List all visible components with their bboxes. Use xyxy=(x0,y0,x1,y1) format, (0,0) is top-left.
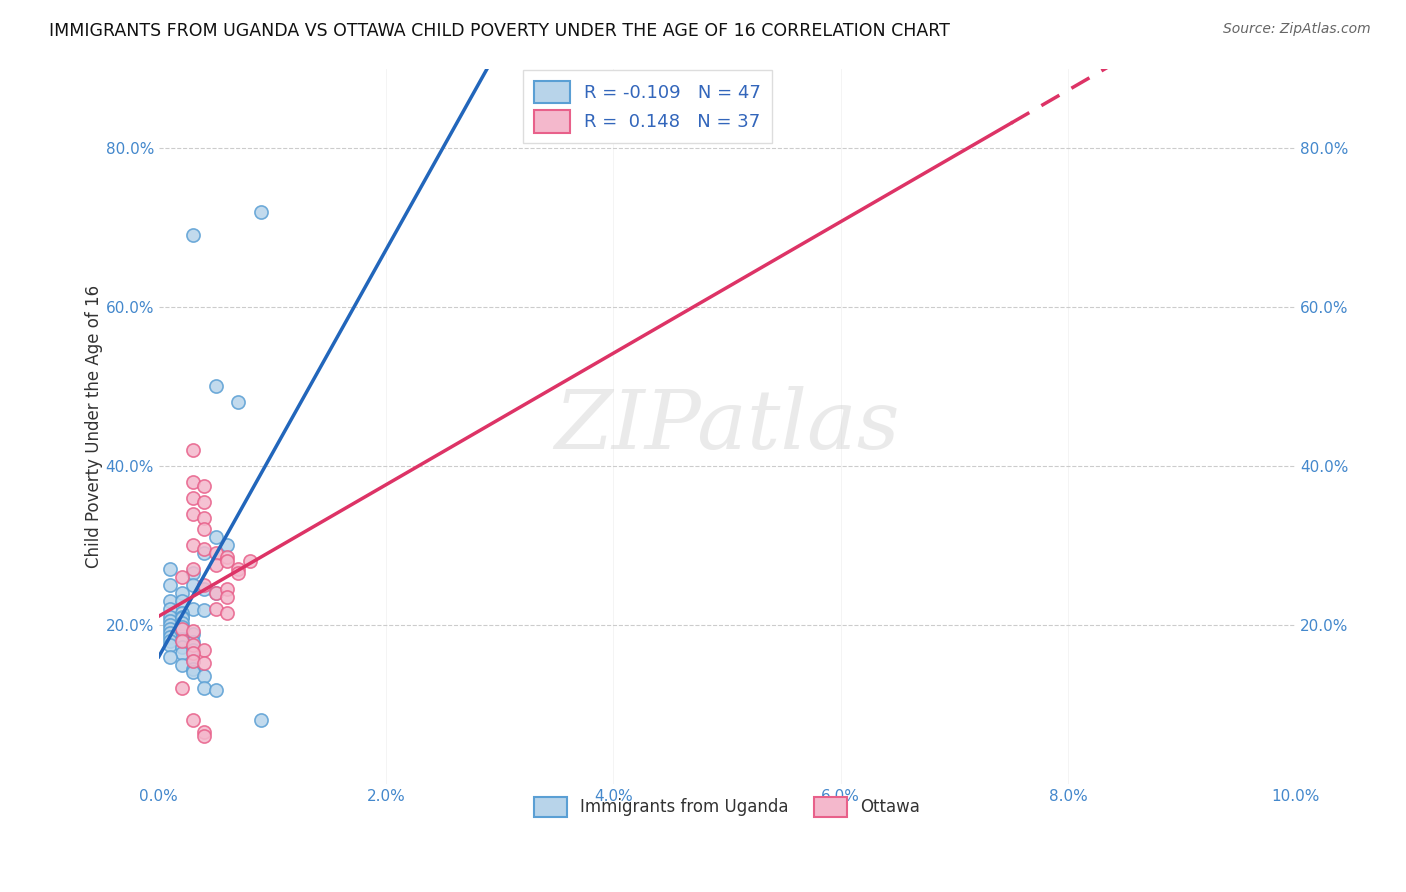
Point xyxy=(204,682,226,697)
Point xyxy=(170,610,193,624)
Point xyxy=(215,590,238,604)
Point xyxy=(204,530,226,544)
Point xyxy=(181,475,204,489)
Point xyxy=(159,622,181,636)
Point xyxy=(193,510,215,524)
Point xyxy=(181,627,204,641)
Legend: Immigrants from Uganda, Ottawa: Immigrants from Uganda, Ottawa xyxy=(526,789,929,825)
Point xyxy=(170,657,193,672)
Point xyxy=(193,681,215,696)
Point xyxy=(170,640,193,654)
Point xyxy=(228,395,250,409)
Point xyxy=(181,654,204,668)
Point xyxy=(159,614,181,628)
Point xyxy=(181,638,204,652)
Point xyxy=(181,654,204,668)
Point xyxy=(170,646,193,660)
Point xyxy=(193,523,215,537)
Point xyxy=(204,379,226,393)
Point xyxy=(204,546,226,560)
Point xyxy=(193,582,215,596)
Point xyxy=(181,713,204,727)
Text: ZIPatlas: ZIPatlas xyxy=(554,386,900,467)
Point xyxy=(193,643,215,657)
Point xyxy=(215,582,238,596)
Point xyxy=(228,566,250,581)
Point xyxy=(215,606,238,620)
Point xyxy=(159,617,181,632)
Point xyxy=(181,665,204,680)
Text: Source: ZipAtlas.com: Source: ZipAtlas.com xyxy=(1223,22,1371,37)
Point xyxy=(215,538,238,552)
Point xyxy=(181,562,204,576)
Point xyxy=(193,479,215,493)
Point xyxy=(159,633,181,648)
Point xyxy=(159,602,181,616)
Point xyxy=(181,566,204,581)
Point xyxy=(181,538,204,552)
Point xyxy=(181,624,204,639)
Point xyxy=(170,606,193,620)
Point xyxy=(181,507,204,521)
Point xyxy=(250,713,273,727)
Point xyxy=(159,649,181,664)
Point xyxy=(215,550,238,565)
Point xyxy=(170,570,193,584)
Point xyxy=(159,610,181,624)
Point xyxy=(170,622,193,636)
Point xyxy=(170,633,193,648)
Point xyxy=(193,546,215,560)
Point xyxy=(170,611,193,625)
Point xyxy=(193,656,215,670)
Y-axis label: Child Poverty Under the Age of 16: Child Poverty Under the Age of 16 xyxy=(86,285,103,567)
Point xyxy=(181,442,204,457)
Point xyxy=(159,625,181,640)
Point xyxy=(181,578,204,592)
Point xyxy=(193,729,215,743)
Point xyxy=(159,562,181,576)
Point xyxy=(170,632,193,646)
Point xyxy=(239,554,262,568)
Text: IMMIGRANTS FROM UGANDA VS OTTAWA CHILD POVERTY UNDER THE AGE OF 16 CORRELATION C: IMMIGRANTS FROM UGANDA VS OTTAWA CHILD P… xyxy=(49,22,950,40)
Point xyxy=(204,602,226,616)
Point xyxy=(193,603,215,617)
Point xyxy=(250,204,273,219)
Point xyxy=(170,586,193,600)
Point xyxy=(170,594,193,608)
Point xyxy=(193,578,215,592)
Point xyxy=(228,562,250,576)
Point xyxy=(181,661,204,675)
Point xyxy=(181,643,204,657)
Point xyxy=(159,594,181,608)
Point xyxy=(170,616,193,631)
Point xyxy=(159,578,181,592)
Point xyxy=(193,542,215,557)
Point xyxy=(204,558,226,573)
Point xyxy=(215,554,238,568)
Point xyxy=(181,491,204,505)
Point xyxy=(204,586,226,600)
Point xyxy=(181,602,204,616)
Point xyxy=(159,630,181,644)
Point xyxy=(181,646,204,660)
Point xyxy=(193,494,215,508)
Point xyxy=(181,635,204,649)
Point xyxy=(193,725,215,739)
Point xyxy=(170,681,193,696)
Point xyxy=(181,228,204,243)
Point xyxy=(159,638,181,652)
Point xyxy=(193,669,215,683)
Point xyxy=(204,586,226,600)
Point xyxy=(170,620,193,634)
